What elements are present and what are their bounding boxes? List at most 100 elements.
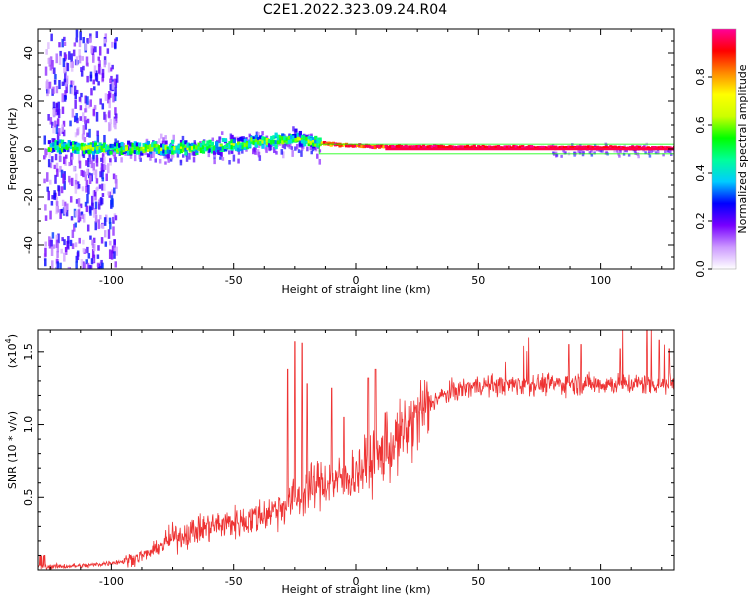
spectrogram-cell [135,146,140,151]
spectrogram-cell [63,252,66,262]
spectrogram-cell [43,253,47,261]
spectrogram-cell [338,144,342,148]
spectrogram-cell [448,145,452,149]
spectrogram-cell [613,149,616,153]
spectrogram-cell [122,143,125,147]
spectrogram-cell [292,138,296,143]
spectrogram-cell [340,143,344,147]
spectrogram-cell [268,145,271,152]
spectrogram-cell [102,152,105,162]
spectrogram-cell [166,146,170,151]
spectrogram-cell [651,146,655,150]
spectrogram-cell [92,53,95,61]
spectrogram-cell [47,88,50,94]
spectrogram-cell [250,137,254,142]
spectrogram-cell [92,153,95,160]
spectrogram-cell [109,158,112,163]
spectrogram-cell [267,139,272,144]
spectrogram-cell [133,150,137,155]
spectrogram-cell [230,142,234,147]
spectrogram-cell [110,75,113,80]
spectrogram-cell [159,133,163,139]
spectrogram-cell [82,65,85,71]
spectrogram-cell [127,140,131,145]
spectrogram-cell [210,146,214,151]
spectrogram-cell [153,147,157,152]
spectrogram-cell [76,128,79,136]
spectrogram-cell [88,38,92,44]
spectrogram-cell [158,138,161,144]
spectrogram-cell [208,148,212,153]
spectrogram-cell [318,158,322,165]
spectrogram-cell [543,145,547,149]
snr-x-label: Height of straight line (km) [281,583,430,596]
snr-y-label: SNR (10 * v/v) [6,411,19,489]
spectrogram-cell [90,45,93,54]
spectrogram-cell [83,150,87,155]
spectrogram-cell [45,49,48,55]
spectrogram-cell [173,146,177,151]
spectrogram-cell [70,177,74,187]
spectrogram-cell [51,232,55,239]
spectrogram-cell [85,205,89,213]
spectrogram-cell [261,144,265,149]
spectrogram-cell [210,141,214,146]
spectrogram-cell [289,142,292,148]
spectrogram-cell [52,142,56,147]
y-tick-label: 1.5 [22,343,35,361]
spectrogram-cell [576,145,580,149]
spectrogram-cell [129,142,133,147]
spectrogram-cell [47,57,50,64]
spectrogram-cell [160,151,164,156]
spectrogram-cell [228,160,231,165]
spectrogram-cell [62,58,66,67]
colorbar: 0.0 0.2 0.4 0.6 0.8 Normalized spectral ampl… [694,28,749,278]
spectrogram-cell [567,145,571,149]
spectrogram-cell [80,146,85,151]
spectrogram-cell [223,138,228,143]
spectrogram-cell [67,240,70,250]
spectrogram-cell [114,107,117,116]
spectrogram-cell [578,151,582,155]
spectrogram-cell [204,146,208,151]
spectrogram-cell [505,145,509,149]
x-tick-label: -50 [225,274,243,287]
spectrogram-cell [61,93,64,103]
spectrogram-cell [44,247,47,257]
spectrogram-cell [75,261,78,269]
spectrogram-cell [303,140,307,145]
spectrogram-cell [197,142,201,147]
spectrogram-cell [288,133,291,137]
spectrogram-cell [96,149,100,154]
spectrogram-cell [89,144,93,149]
spectrogram-cell [314,142,318,147]
spectrogram-cell [149,144,153,149]
spectrogram-cell [375,144,380,148]
spectrogram-cell [142,149,146,154]
spectrogram-cell [56,118,60,127]
spectrogram-cell [91,239,94,246]
spectrogram-cell [666,149,670,153]
spectrogram-cell [44,258,47,267]
spectrogram-cell [433,144,437,148]
spectrogram-cell [258,155,262,161]
spectrogram-cell [96,130,99,136]
spectrogram-cell [176,150,180,158]
x-tick-label: 100 [590,575,611,588]
spectrogram-cell [114,215,118,221]
spectrogram-cell [64,90,67,98]
spectrogram-cell [400,144,404,148]
spectrogram-cell [276,138,280,143]
spectrogram-cell [82,261,85,269]
x-tick-label: 0 [353,274,360,287]
spectrogram-cell [633,149,637,153]
spectrogram-cell [111,64,114,70]
spectrogram-cell [80,169,83,176]
spectrogram-cell [109,118,113,125]
spectrogram-cell [232,154,236,162]
spectrogram-cell [71,229,75,238]
spectrogram-cell [85,149,89,154]
spectrogram-cell [44,241,47,247]
spectrogram-cell [94,142,98,147]
spectrogram-cell [275,151,278,155]
